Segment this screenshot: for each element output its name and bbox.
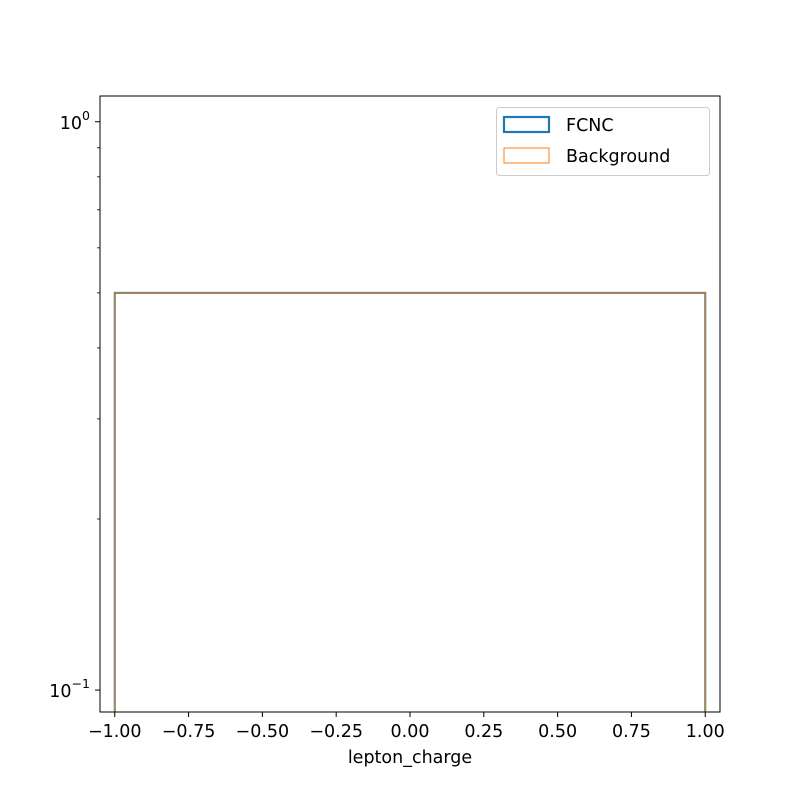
y-axis-ticks: 10−1 100 [49, 108, 100, 702]
x-tick-label: 1.00 [686, 722, 725, 742]
x-axis-label: lepton_charge [348, 748, 472, 768]
x-tick-label: −0.75 [162, 722, 216, 742]
x-tick-label: 0.00 [391, 722, 430, 742]
series-group [113, 291, 707, 712]
x-tick-label: 0.25 [464, 722, 503, 742]
y-tick-label: 100 [60, 108, 90, 134]
x-tick-label: 0.75 [612, 722, 651, 742]
x-tick-label: 0.50 [538, 722, 577, 742]
legend-swatch-background [503, 147, 550, 164]
legend-label-background: Background [566, 147, 670, 167]
x-tick-label: −0.25 [309, 722, 363, 742]
x-tick-label: −1.00 [88, 722, 142, 742]
legend: FCNC Background [496, 107, 710, 176]
x-tick-label: −0.50 [236, 722, 290, 742]
legend-swatch-fcnc [502, 115, 551, 134]
histogram-step-background [114, 292, 706, 712]
y-tick-label: 10−1 [49, 676, 90, 702]
legend-label-fcnc: FCNC [566, 116, 614, 136]
x-axis-ticks: −1.00 −0.75 −0.50 −0.25 0.00 0.25 0.50 0.75 1.00 [88, 712, 725, 742]
